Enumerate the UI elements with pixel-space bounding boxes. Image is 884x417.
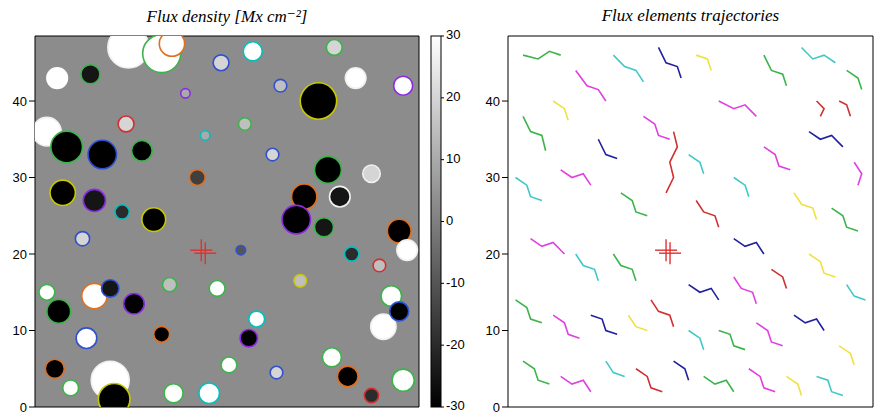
svg-text:40: 40 [486,94,500,109]
svg-text:0: 0 [446,213,453,228]
svg-text:30: 30 [13,170,27,185]
svg-text:30: 30 [446,27,460,42]
svg-text:-30: -30 [446,398,465,413]
svg-text:20: 20 [13,247,27,262]
svg-text:10: 10 [486,323,500,338]
svg-text:10: 10 [13,323,27,338]
svg-text:-10: -10 [446,275,465,290]
svg-text:10: 10 [446,151,460,166]
html-text:Flux elements trajectories: Flux elements trajectories [601,6,780,25]
html-text:Flux density [Mx cm⁻²]: Flux density [Mx cm⁻²] [146,7,308,26]
svg-text:40: 40 [13,94,27,109]
svg-text:30: 30 [486,170,500,185]
svg-text:-20: -20 [446,337,465,352]
svg-text:0: 0 [493,400,500,415]
svg-text:20: 20 [446,89,460,104]
svg-text:0: 0 [20,400,27,415]
svg-text:20: 20 [486,247,500,262]
